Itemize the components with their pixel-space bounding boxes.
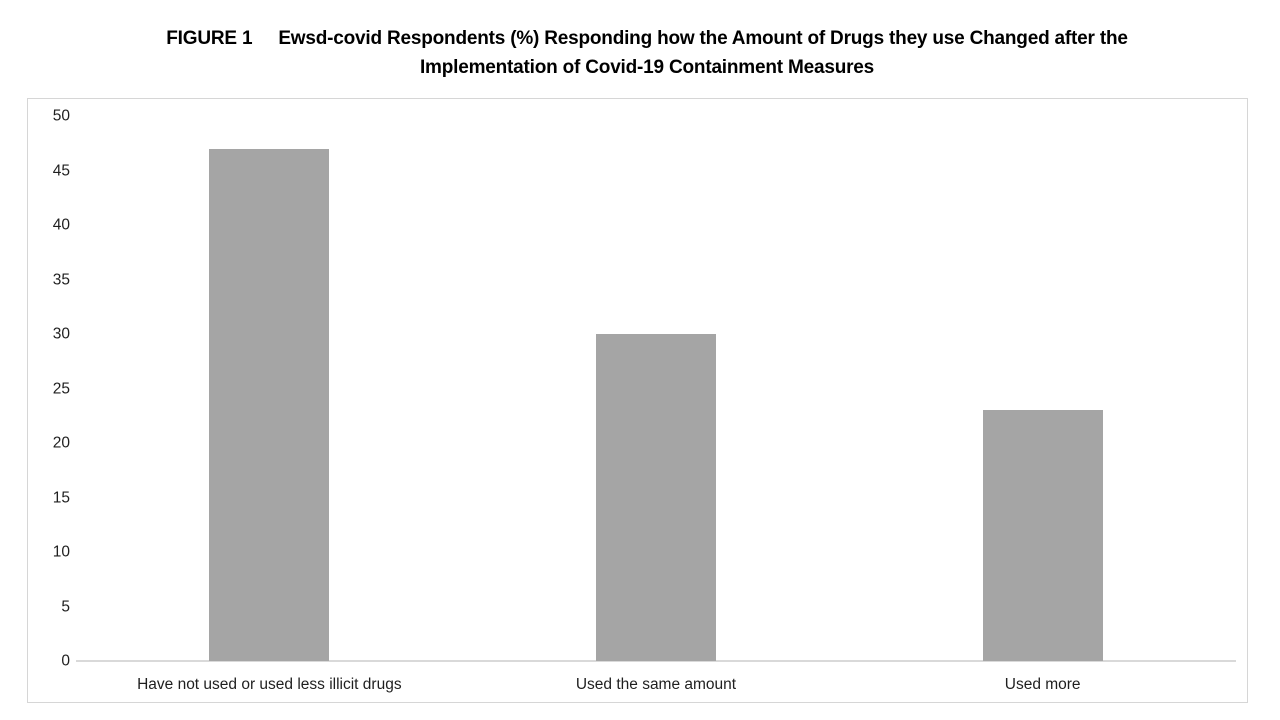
figure-label: FIGURE 1 — [166, 28, 253, 49]
y-tick-label: 30 — [52, 325, 70, 343]
y-tick-label: 5 — [61, 597, 70, 615]
x-category-label: Used the same amount — [575, 676, 737, 693]
figure-title: FIGURE 1 Ewsd-covid Respondents (%) Respo… — [27, 24, 1267, 82]
x-category-label: Have not used or used less illicit drugs — [137, 676, 402, 693]
bar — [209, 148, 330, 661]
y-tick-label: 0 — [61, 652, 70, 670]
y-tick-label: 25 — [52, 379, 70, 397]
y-tick-label: 15 — [52, 488, 70, 506]
y-tick-label: 20 — [52, 434, 70, 452]
x-category-label: Used more — [1004, 676, 1081, 693]
y-tick-label: 40 — [52, 216, 70, 234]
bar — [982, 410, 1103, 661]
y-tick-label: 45 — [52, 161, 70, 179]
bar — [596, 334, 716, 661]
y-tick-label: 50 — [52, 107, 70, 125]
figure-title-line1: FIGURE 1 Ewsd-covid Respondents (%) Respo… — [27, 24, 1267, 53]
y-tick-label: 35 — [52, 270, 70, 288]
y-tick-label: 10 — [52, 543, 70, 561]
chart-area: 0 5 10 15 20 25 30 35 40 45 50 Have not used or us… — [27, 98, 1248, 703]
figure-title-line2: Implementation of Covid-19 Containment M… — [419, 57, 875, 78]
figure-title-line1-text: Ewsd-covid Respondents (%) Responding ho… — [278, 28, 1128, 49]
